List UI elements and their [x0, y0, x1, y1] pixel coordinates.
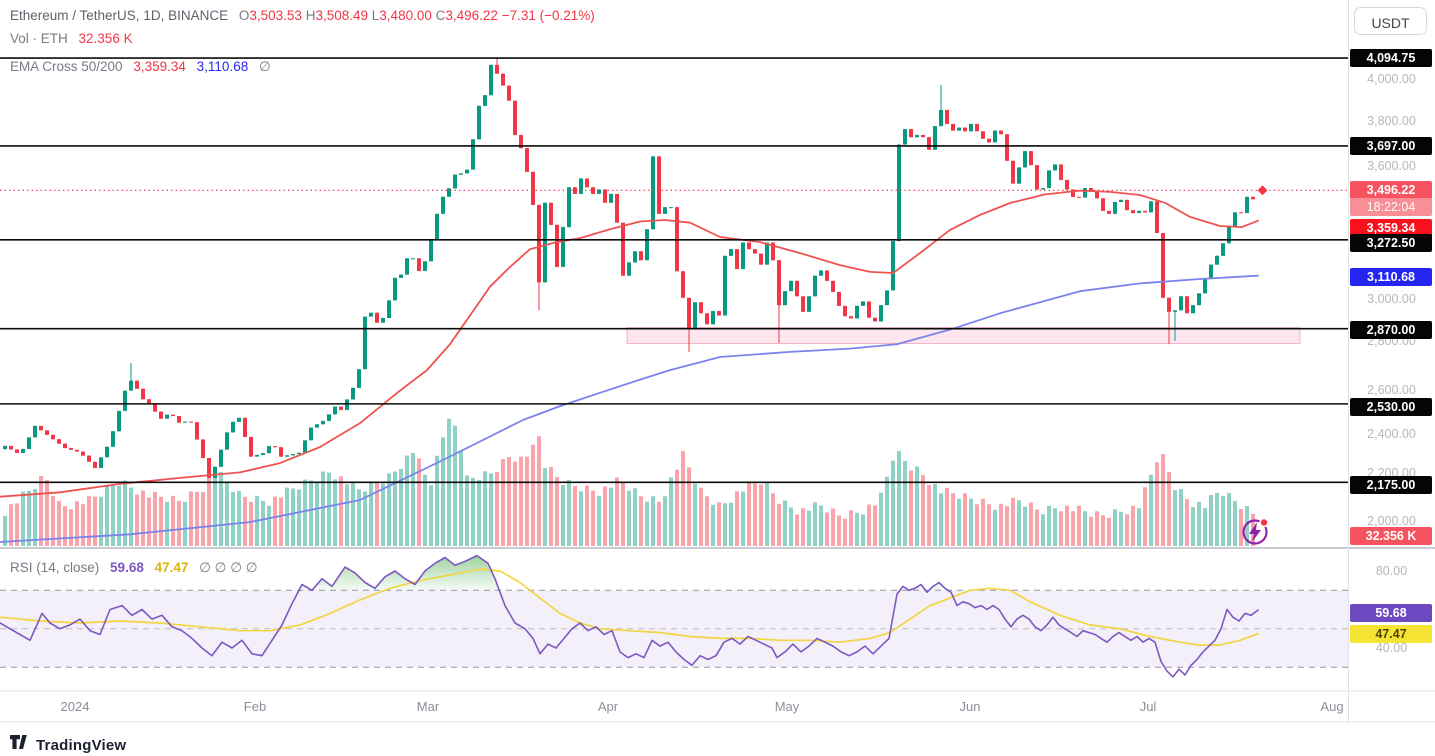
- rsi-ma-line: [0, 568, 1259, 646]
- ema50-line: [0, 189, 1259, 498]
- flash-boost-icon[interactable]: [1242, 517, 1269, 545]
- rsi-badge-yellow[interactable]: 47.47: [1350, 625, 1432, 643]
- volume-legend[interactable]: Vol · ETH 32.356 K: [10, 31, 133, 46]
- price-badge-ema_red[interactable]: 3,359.34: [1350, 219, 1432, 237]
- price-badge-black[interactable]: 2,175.00: [1350, 476, 1432, 494]
- rsi-overbought-fill: [300, 585, 309, 591]
- tradingview-logo-icon: [10, 735, 31, 755]
- rsi-label: RSI (14, close): [10, 560, 100, 575]
- ema200-line: [0, 274, 1259, 543]
- rsi-badge-purple[interactable]: 59.68: [1350, 604, 1432, 622]
- price-level-lines[interactable]: [0, 57, 1348, 484]
- price-badge-black[interactable]: 2,870.00: [1350, 321, 1432, 339]
- pane-separators[interactable]: [0, 0, 1435, 723]
- price-tick: 3,000.00: [1367, 292, 1416, 306]
- time-tick: Feb: [243, 699, 267, 714]
- price-tick: 2,400.00: [1367, 427, 1416, 441]
- time-tick: Jul: [1139, 699, 1157, 714]
- price-badge-black[interactable]: 3,272.50: [1350, 234, 1432, 252]
- rsi-overbought-fill: [315, 555, 498, 591]
- ohlc-item: L3,480.00: [371, 8, 432, 23]
- price-tick: 2,000.00: [1367, 514, 1416, 528]
- ema-cross-legend[interactable]: EMA Cross 50/200 3,359.34 3,110.68 ∅: [10, 59, 271, 75]
- price-badge-black[interactable]: 3,697.00: [1350, 137, 1432, 155]
- supply-zone[interactable]: [626, 327, 1301, 345]
- rsi-tick: 40.00: [1375, 641, 1408, 655]
- volume-bars: [3, 418, 1255, 546]
- price-badge-black[interactable]: 4,094.75: [1350, 49, 1432, 67]
- volume-label: Vol · ETH: [10, 31, 68, 46]
- price-badge-countdown[interactable]: 18:22:04: [1350, 198, 1432, 216]
- ema-cross-label: EMA Cross 50/200: [10, 59, 123, 74]
- ohlc-item: H3,508.49: [305, 8, 369, 23]
- change-value: −7.31 (−0.21%): [501, 8, 595, 23]
- tradingview-logo-text: TradingView: [36, 736, 127, 754]
- time-tick: Aug: [1320, 699, 1344, 714]
- rsi-extra-symbols: ∅ ∅ ∅ ∅: [199, 560, 258, 575]
- rsi-band: [0, 589, 1348, 668]
- price-badge-volred[interactable]: 32.356 K: [1350, 527, 1432, 545]
- rsi-ma-value: 47.47: [154, 560, 189, 575]
- price-tick: 3,800.00: [1367, 114, 1416, 128]
- ema200-value: 3,110.68: [196, 59, 249, 74]
- ema50-value: 3,359.34: [133, 59, 186, 74]
- candles-layer: [3, 58, 1255, 479]
- rsi-line: [0, 554, 1259, 678]
- time-tick: Apr: [597, 699, 619, 714]
- time-tick: Jun: [959, 699, 981, 714]
- ema-extra-symbol: ∅: [258, 59, 271, 74]
- ohlc-item: O3,503.53: [238, 8, 302, 23]
- last-price-marker-icon: [1257, 185, 1268, 196]
- rsi-value: 59.68: [110, 560, 144, 575]
- symbol-title: Ethereum / TetherUS, 1D, BINANCE: [10, 8, 229, 23]
- rsi-tick: 80.00: [1375, 564, 1408, 578]
- currency-toggle-button[interactable]: USDT: [1354, 7, 1427, 35]
- time-tick: May: [774, 699, 800, 714]
- price-tick: 3,600.00: [1367, 159, 1416, 173]
- price-badge-black[interactable]: 2,530.00: [1350, 398, 1432, 416]
- ohlc-item: C3,496.22: [435, 8, 498, 23]
- symbol-legend[interactable]: Ethereum / TetherUS, 1D, BINANCE O3,503.…: [10, 8, 595, 23]
- time-tick: Mar: [416, 699, 440, 714]
- rsi-legend[interactable]: RSI (14, close) 59.68 47.47 ∅ ∅ ∅ ∅: [10, 560, 257, 576]
- rsi-overbought-fill: [930, 582, 945, 591]
- price-tick: 2,600.00: [1367, 383, 1416, 397]
- ohlc-values: O3,503.53 H3,508.49 L3,480.00 C3,496.22: [239, 8, 502, 23]
- volume-value: 32.356 K: [78, 31, 133, 46]
- price-badge-price[interactable]: 3,496.22: [1350, 181, 1432, 199]
- tradingview-logo[interactable]: TradingView: [10, 735, 126, 755]
- time-tick: 2024: [60, 699, 90, 714]
- price-tick: 4,000.00: [1367, 72, 1416, 86]
- price-badge-blue[interactable]: 3,110.68: [1350, 268, 1432, 286]
